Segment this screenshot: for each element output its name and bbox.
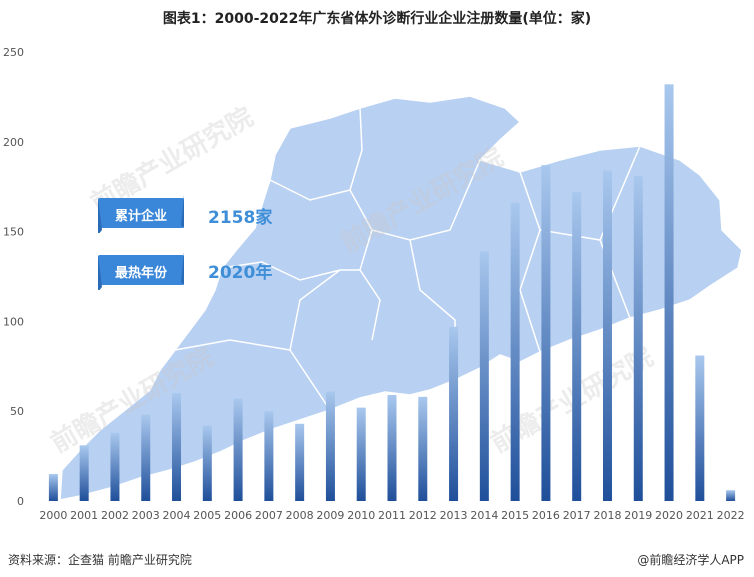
x-tick-label: 2000 xyxy=(39,509,67,522)
bar-2009 xyxy=(325,391,335,501)
cumulative-banner: 累计企业 xyxy=(95,195,187,233)
bar-2003 xyxy=(141,414,151,501)
source-note: 资料来源：企查猫 前瞻产业研究院 xyxy=(8,553,192,567)
bar-2000 xyxy=(48,474,58,501)
x-tick-label: 2019 xyxy=(624,509,652,522)
x-tick-label: 2013 xyxy=(440,509,468,522)
x-tick-label: 2021 xyxy=(686,509,714,522)
bar-2016 xyxy=(541,165,551,501)
peak-year-label: 最热年份 xyxy=(114,265,167,281)
bar-2010 xyxy=(356,407,366,501)
chart-title: 图表1：2000-2022年广东省体外诊断行业企业注册数量(单位：家) xyxy=(162,11,592,27)
x-tick-label: 2020 xyxy=(655,509,683,522)
x-tick-label: 2015 xyxy=(501,509,529,522)
bar-2019 xyxy=(633,175,643,501)
bar-2012 xyxy=(418,396,428,501)
bar-2001 xyxy=(79,445,89,501)
x-tick-label: 2012 xyxy=(409,509,437,522)
ribbon-icon xyxy=(98,195,184,233)
y-tick-label: 250 xyxy=(3,46,24,59)
x-tick-label: 2018 xyxy=(593,509,621,522)
bar-2022 xyxy=(726,490,736,501)
x-tick-label: 2005 xyxy=(193,509,221,522)
x-tick-label: 2007 xyxy=(255,509,283,522)
bar-2005 xyxy=(202,425,212,501)
x-tick-label: 2008 xyxy=(286,509,314,522)
bar-2004 xyxy=(172,393,182,501)
y-tick-label: 50 xyxy=(10,405,24,418)
bar-2011 xyxy=(387,395,397,501)
x-tick-label: 2011 xyxy=(378,509,406,522)
bar-2021 xyxy=(695,355,705,501)
x-tick-label: 2017 xyxy=(563,509,591,522)
peak-year-value: 2020年 xyxy=(208,263,273,283)
x-tick-label: 2001 xyxy=(70,509,98,522)
bar-2013 xyxy=(449,326,459,501)
peak-year-banner: 最热年份 xyxy=(95,252,187,290)
bar-2020 xyxy=(664,84,674,501)
bar-2014 xyxy=(479,251,489,501)
x-tick-label: 2010 xyxy=(347,509,375,522)
ribbon-icon xyxy=(98,252,184,290)
x-tick-label: 2006 xyxy=(224,509,252,522)
y-tick-label: 150 xyxy=(3,226,24,239)
x-tick-label: 2009 xyxy=(316,509,344,522)
y-tick-label: 0 xyxy=(17,495,24,508)
bar-2006 xyxy=(233,398,243,501)
x-tick-label: 2016 xyxy=(532,509,560,522)
bar-2002 xyxy=(110,432,120,501)
bar-2008 xyxy=(295,423,305,501)
y-tick-label: 100 xyxy=(3,315,24,328)
cumulative-label: 累计企业 xyxy=(114,208,167,224)
bar-2017 xyxy=(572,192,582,501)
x-tick-label: 2003 xyxy=(132,509,160,522)
bar-2018 xyxy=(602,170,612,501)
x-tick-label: 2014 xyxy=(470,509,498,522)
brand-credit: @前瞻经济学人APP xyxy=(637,553,744,567)
x-tick-label: 2004 xyxy=(163,509,191,522)
cumulative-value: 2158家 xyxy=(208,208,273,228)
bar-2007 xyxy=(264,411,274,501)
y-tick-label: 200 xyxy=(3,136,24,149)
x-tick-label: 2022 xyxy=(717,509,745,522)
x-tick-label: 2002 xyxy=(101,509,129,522)
bar-2015 xyxy=(510,202,520,501)
